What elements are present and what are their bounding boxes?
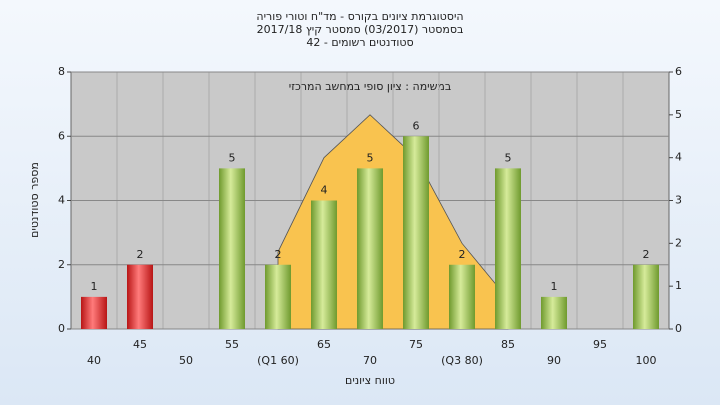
bar [81,296,107,329]
value-label: 5 [367,151,374,164]
y-tick-label: 0 [58,322,65,335]
x-tick-label: 90 [547,354,561,367]
y2-tick-label: 5 [675,108,682,121]
value-label: 1 [91,280,98,293]
x-tick-label: 40 [87,354,101,367]
x-tick-label: 85 [501,338,515,351]
value-label: 1 [551,280,558,293]
bar [357,168,383,329]
chart-subtitle: בסמסטר (03/2017) סמסטר קיץ 2017/18 [257,23,464,36]
annotation: במשימה : ציון סופי במחשב המרכזי [289,80,452,93]
value-label: 2 [459,248,466,261]
y2-tick-label: 1 [675,279,682,292]
value-label: 6 [413,119,420,132]
x-tick-label: 65 [317,338,331,351]
bar [541,296,567,329]
bar [311,200,337,329]
y-tick-label: 2 [58,258,65,271]
y-tick-label: 6 [58,129,65,142]
value-label: 2 [275,248,282,261]
x-tick-label: 75 [409,338,423,351]
value-label: 2 [643,248,650,261]
bar [219,168,245,329]
bar [449,264,475,329]
x-tick-label: 100 [636,354,657,367]
x-tick-label: 45 [133,338,147,351]
value-label: 4 [321,184,328,197]
x-tick-label: (Q3 80) [441,354,483,367]
y-tick-label: 4 [58,194,65,207]
chart-subtitle: סטודנטים רשומים - 42 [306,36,413,49]
value-label: 5 [229,151,236,164]
value-label: 5 [505,151,512,164]
x-tick-label: 55 [225,338,239,351]
x-tick-label: (Q1 60) [257,354,299,367]
value-label: 2 [137,248,144,261]
bar [495,168,521,329]
x-axis-label: טווח ציונים [345,374,395,387]
chart-title: היסטוגרמת ציונים בקורס - מד"ח וטורי פורי… [256,10,463,23]
bar [127,264,153,329]
x-tick-label: 95 [593,338,607,351]
bar [265,264,291,329]
y2-tick-label: 0 [675,322,682,335]
y-axis-label: מספר סטודנטים [28,162,41,238]
y2-tick-label: 6 [675,65,682,78]
y-tick-label: 8 [58,65,65,78]
x-tick-label: 50 [179,354,193,367]
y2-tick-label: 2 [675,236,682,249]
bar [633,264,659,329]
y2-tick-label: 4 [675,151,682,164]
bar [403,136,429,329]
y2-tick-label: 3 [675,194,682,207]
x-tick-label: 70 [363,354,377,367]
